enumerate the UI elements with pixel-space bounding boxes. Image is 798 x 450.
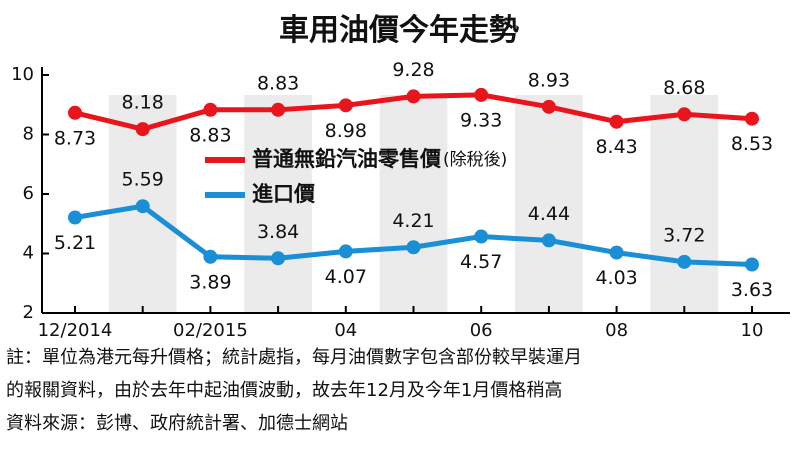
- y-tick-label: 4: [23, 243, 34, 264]
- data-label: 4.57: [460, 251, 502, 273]
- data-label: 4.44: [528, 203, 570, 225]
- legend-label: 普通無鉛汽油零售價: [252, 147, 442, 171]
- point: [677, 254, 692, 269]
- data-label: 8.68: [663, 77, 705, 99]
- point: [406, 240, 421, 255]
- data-label: 4.03: [595, 267, 637, 289]
- point: [609, 245, 624, 260]
- note: 的報關資料，由於去年中起油價波動，故去年12月及今年1月價格稍高: [6, 380, 562, 401]
- point: [203, 249, 218, 264]
- band: [244, 95, 312, 313]
- point: [271, 102, 286, 117]
- chart-title: 車用油價今年走勢: [279, 13, 519, 48]
- y-tick-label: 10: [11, 64, 34, 85]
- data-label: 4.21: [392, 210, 434, 232]
- point: [474, 229, 489, 244]
- point: [338, 244, 353, 259]
- data-label: 5.21: [54, 232, 96, 254]
- x-tick-label: 10: [741, 320, 764, 341]
- band: [650, 95, 719, 313]
- note: 註：單位為港元每升價格；統計處指，每月油價數字包含部份較早裝運月: [6, 347, 582, 368]
- data-label: 3.63: [731, 279, 773, 301]
- point: [135, 199, 150, 214]
- x-tick-label: 04: [334, 320, 357, 341]
- x-tick-label: 12/2014: [38, 320, 113, 341]
- data-label: 5.59: [122, 169, 164, 191]
- point: [135, 122, 150, 137]
- point: [68, 105, 82, 120]
- point: [68, 210, 82, 225]
- data-label: 3.72: [663, 224, 705, 246]
- point: [745, 111, 759, 126]
- point: [541, 99, 556, 114]
- data-label: 3.89: [189, 271, 231, 293]
- data-label: 8.53: [731, 133, 773, 155]
- band: [515, 95, 583, 313]
- x-tick-label: 02/2015: [173, 320, 248, 341]
- data-label: 8.18: [122, 92, 164, 114]
- y-tick-label: 6: [23, 183, 34, 204]
- point: [609, 114, 624, 129]
- point: [474, 87, 489, 102]
- x-tick-label: 08: [605, 320, 628, 341]
- data-label: 9.28: [392, 59, 434, 81]
- data-label: 8.83: [257, 72, 299, 94]
- y-tick-label: 2: [23, 302, 34, 323]
- y-tick-label: 8: [23, 124, 34, 145]
- data-label: 8.83: [189, 124, 231, 146]
- x-tick-label: 06: [470, 320, 493, 341]
- data-label: 4.07: [325, 266, 367, 288]
- note: 資料來源：彭博、政府統計署、加德士網站: [6, 413, 348, 434]
- point: [541, 233, 556, 248]
- point: [745, 257, 759, 272]
- point: [271, 251, 286, 266]
- point: [338, 98, 353, 113]
- point: [677, 107, 692, 122]
- data-label: 8.43: [595, 136, 637, 158]
- point: [203, 102, 218, 117]
- band: [379, 95, 448, 313]
- data-label: 8.98: [325, 120, 367, 142]
- legend-note: (除稅後): [443, 150, 507, 170]
- legend-label: 進口價: [252, 182, 316, 206]
- data-label: 9.33: [460, 109, 502, 131]
- data-label: 8.73: [54, 127, 96, 149]
- point: [406, 89, 421, 104]
- data-label: 8.93: [528, 69, 570, 91]
- data-label: 3.84: [257, 221, 299, 243]
